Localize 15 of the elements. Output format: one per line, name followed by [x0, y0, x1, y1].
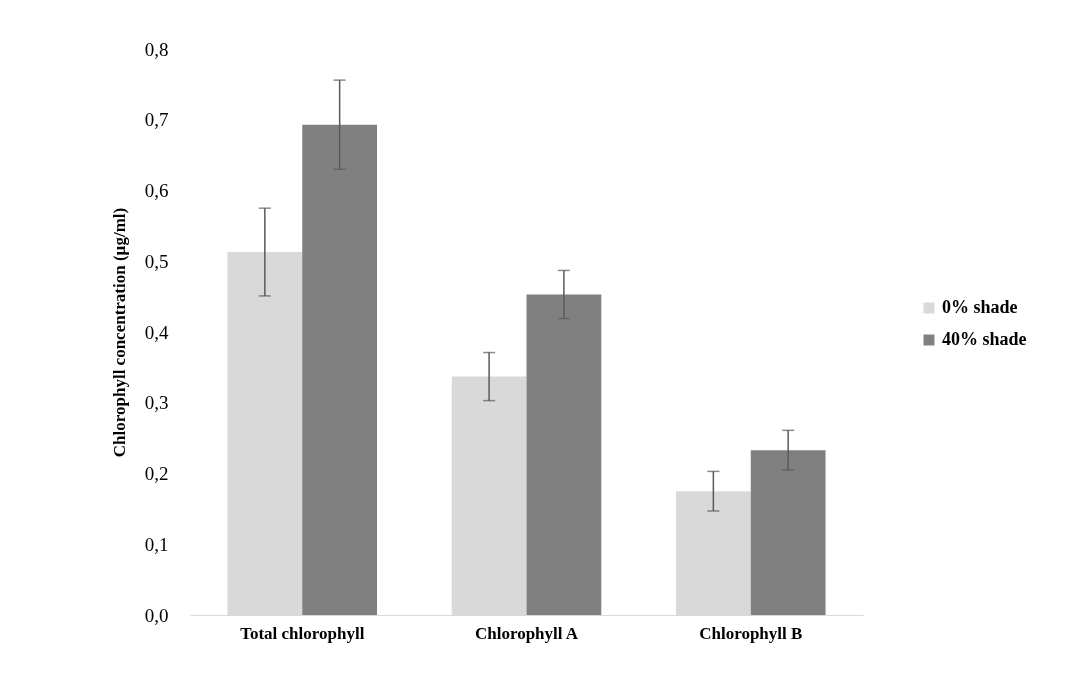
x-tick-label: Chlorophyll B	[699, 623, 803, 643]
y-tick-label: 0,7	[144, 109, 169, 131]
legend-label: 0% shade	[942, 297, 1018, 317]
y-axis-title: Chlorophyll concentration (µg/ml)	[109, 207, 129, 458]
y-tick-label: 0,5	[144, 250, 169, 272]
y-tick-label: 0,4	[144, 321, 169, 343]
x-tick-label: Chlorophyll A	[474, 623, 579, 643]
y-tick-label: 0,6	[144, 180, 169, 201]
y-tick-label: 0,0	[144, 604, 169, 626]
y-tick-label: 0,8	[144, 38, 169, 60]
legend-label: 40% shade	[942, 329, 1027, 349]
y-tick-label: 0,3	[144, 392, 169, 414]
y-tick-label: 0,1	[144, 533, 169, 555]
y-tick-label: 0,2	[144, 463, 169, 484]
x-tick-label: Total chlorophyll	[240, 623, 365, 643]
